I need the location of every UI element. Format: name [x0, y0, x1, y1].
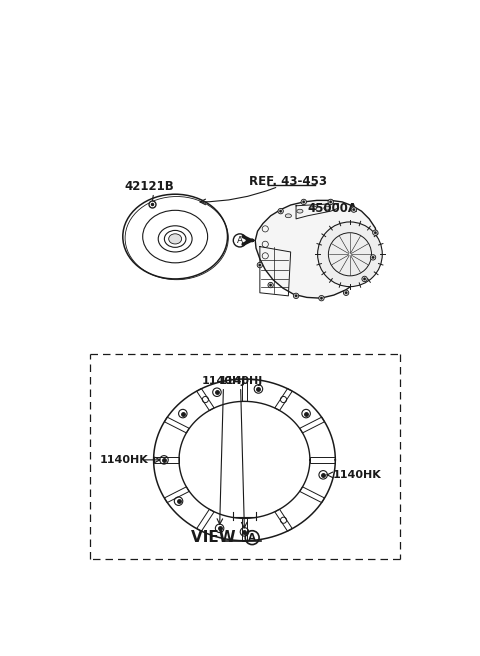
- Circle shape: [269, 284, 272, 286]
- Circle shape: [372, 256, 374, 258]
- Circle shape: [345, 292, 347, 294]
- Circle shape: [353, 209, 355, 211]
- Circle shape: [351, 207, 357, 213]
- Text: 42121B: 42121B: [125, 180, 175, 193]
- Ellipse shape: [311, 206, 317, 210]
- Circle shape: [363, 277, 366, 280]
- Polygon shape: [255, 200, 377, 298]
- Circle shape: [371, 255, 376, 260]
- Circle shape: [257, 262, 263, 268]
- Circle shape: [295, 295, 297, 297]
- Circle shape: [319, 295, 324, 301]
- Text: A: A: [237, 236, 243, 245]
- Circle shape: [259, 264, 261, 266]
- Circle shape: [278, 209, 283, 214]
- Ellipse shape: [297, 209, 303, 213]
- Text: 1140HJ: 1140HJ: [201, 377, 246, 386]
- Ellipse shape: [318, 222, 382, 287]
- Circle shape: [268, 282, 273, 288]
- Circle shape: [320, 297, 323, 299]
- Text: REF. 43-453: REF. 43-453: [249, 174, 327, 188]
- Ellipse shape: [324, 206, 330, 210]
- Circle shape: [328, 199, 334, 205]
- Circle shape: [301, 199, 306, 205]
- Text: 1140HK: 1140HK: [100, 455, 148, 465]
- Circle shape: [374, 232, 376, 234]
- Circle shape: [372, 230, 378, 236]
- Ellipse shape: [168, 234, 181, 244]
- Text: 1140HK: 1140HK: [333, 470, 381, 480]
- Text: A: A: [248, 533, 256, 543]
- Text: 1140HJ: 1140HJ: [218, 377, 263, 386]
- Ellipse shape: [285, 214, 291, 218]
- Circle shape: [343, 290, 349, 295]
- Circle shape: [362, 276, 367, 281]
- Text: 45000A: 45000A: [308, 201, 358, 215]
- Circle shape: [293, 293, 299, 298]
- Circle shape: [330, 201, 332, 203]
- Circle shape: [302, 201, 305, 203]
- Circle shape: [279, 210, 282, 213]
- Text: VIEW: VIEW: [191, 530, 240, 545]
